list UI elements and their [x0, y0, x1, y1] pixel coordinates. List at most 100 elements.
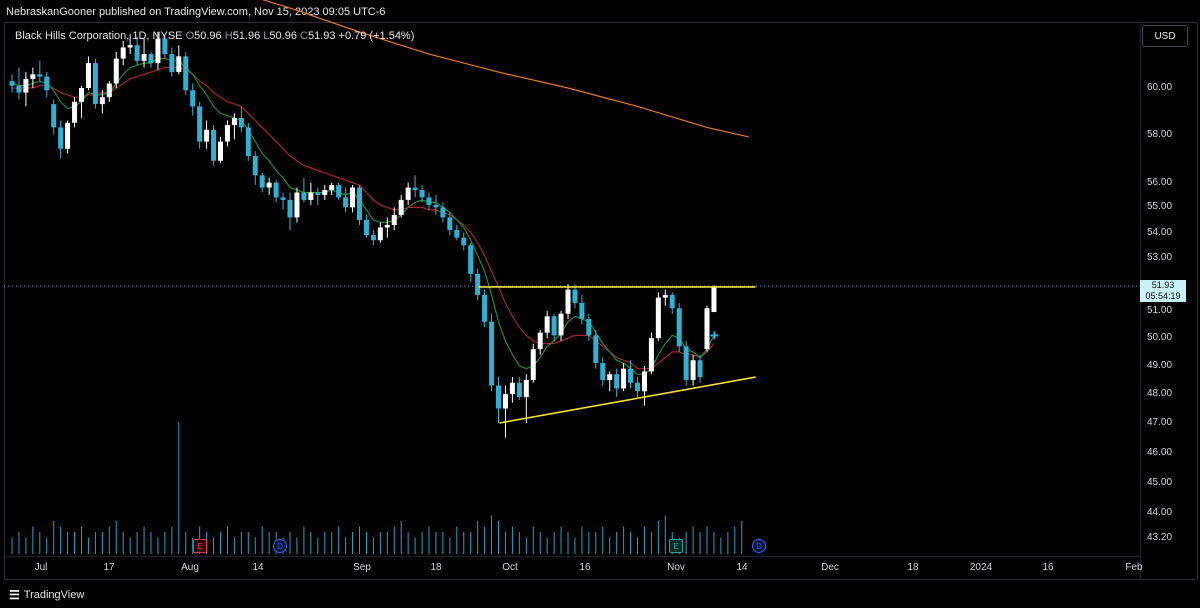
price-tick-label: 50.00: [1147, 332, 1173, 344]
candle-up: [565, 289, 571, 314]
candle-up: [377, 227, 383, 241]
candle-down: [447, 217, 453, 231]
candle-down: [412, 187, 418, 191]
open-value: 50.96: [194, 30, 222, 42]
candle-down: [614, 374, 620, 389]
candle-down: [238, 118, 244, 128]
price-tick-label: 55.00: [1147, 201, 1173, 213]
bar-countdown: 05:54:19: [1145, 291, 1181, 301]
symbol-label[interactable]: Black Hills Corporation, 1D, NYSE: [15, 30, 183, 42]
footer: [0, 580, 1200, 608]
candle-up: [120, 47, 126, 59]
candle-down: [363, 219, 369, 236]
candle-down: [336, 185, 342, 198]
candle-up: [530, 349, 536, 380]
candle-down: [489, 321, 495, 386]
tradingview-logo[interactable]: ☰ TradingView: [9, 588, 84, 602]
candle-up: [607, 374, 613, 380]
candle-down: [676, 308, 682, 347]
candle-down: [482, 294, 488, 322]
candle-down: [44, 76, 50, 91]
candle-up: [294, 192, 300, 218]
high-value: 51.96: [232, 30, 261, 42]
candle-up: [711, 286, 717, 313]
candle-down: [454, 230, 460, 238]
candle-down: [419, 190, 425, 198]
dividend-event-icon[interactable]: D: [273, 539, 287, 553]
candle-down: [9, 81, 15, 86]
candle-up: [502, 394, 508, 409]
time-tick-label: 18: [907, 562, 919, 573]
chart-legend: Black Hills Corporation, 1D, NYSE O50.96…: [15, 30, 414, 42]
candle-down: [315, 192, 321, 195]
candle-down: [579, 302, 585, 320]
candle-down: [551, 316, 557, 336]
candle-up: [558, 313, 564, 336]
candle-down: [183, 56, 189, 91]
candle-down: [600, 363, 606, 380]
high-key: H: [224, 30, 233, 42]
candle-up: [405, 187, 411, 200]
last-price-badge: 51.93 05:54:19: [1140, 280, 1186, 302]
candle-down: [357, 187, 362, 220]
candle-up: [65, 122, 71, 149]
chart-frame[interactable]: [4, 22, 1198, 580]
time-tick-label: Sep: [353, 562, 371, 573]
candle-down: [496, 385, 501, 409]
candle-up: [141, 54, 147, 61]
candle-up: [113, 58, 119, 84]
price-tick-label: 43.20: [1147, 532, 1173, 543]
brand-name: TradingView: [23, 589, 85, 601]
price-tick-label: 49.00: [1147, 359, 1173, 371]
candle-down: [190, 90, 196, 107]
earnings-event-icon[interactable]: E: [669, 539, 683, 553]
time-tick-label: Oct: [502, 562, 518, 573]
candle-down: [628, 368, 634, 383]
candle-down: [475, 273, 481, 295]
candle-down: [586, 319, 592, 336]
candle-up: [231, 118, 237, 126]
dividend-event-icon[interactable]: D: [752, 539, 766, 553]
candle-down: [301, 192, 307, 200]
currency-button[interactable]: USD: [1142, 25, 1188, 47]
close-key: C: [300, 30, 308, 42]
time-tick-label: Nov: [667, 562, 685, 573]
tradingview-logo-icon: ☰: [9, 588, 20, 602]
candle-up: [655, 297, 661, 339]
candle-up: [704, 308, 710, 350]
price-tick-label: 51.00: [1147, 304, 1173, 316]
price-tick-label: 47.00: [1147, 417, 1173, 428]
candle-down: [273, 182, 279, 198]
last-price: 51.93: [1151, 280, 1175, 290]
candle-down: [440, 207, 446, 218]
candle-down: [669, 294, 675, 309]
candle-up: [106, 83, 112, 98]
candle-up: [544, 316, 550, 333]
ema-fast-line: [11, 57, 715, 375]
candle-up: [30, 74, 36, 79]
candle-down: [370, 235, 376, 241]
candle-up: [127, 45, 133, 48]
candle-down: [433, 204, 439, 208]
earnings-event-icon[interactable]: E: [193, 539, 207, 553]
candle-down: [593, 335, 599, 364]
candle-down: [92, 63, 98, 105]
time-tick-label: 14: [736, 562, 748, 573]
candle-down: [461, 237, 467, 246]
price-tick-label: 53.00: [1147, 252, 1173, 264]
price-tick-label: 56.00: [1147, 176, 1173, 188]
price-tick-label: 60.00: [1147, 82, 1173, 93]
support-trendline: [499, 376, 756, 424]
candle-down: [245, 127, 251, 156]
candle-down: [287, 199, 293, 218]
candle-down: [468, 245, 474, 274]
candle-up: [99, 97, 105, 105]
time-tick-label: 2024: [969, 562, 993, 573]
time-tick-label: Jul: [34, 562, 48, 573]
publish-info: NebraskanGooner published on TradingView…: [6, 6, 386, 18]
candle-down: [343, 197, 349, 208]
time-tick-label: Aug: [181, 562, 199, 573]
time-tick-label: 17: [103, 562, 115, 573]
time-axis-divider: [4, 556, 1140, 557]
